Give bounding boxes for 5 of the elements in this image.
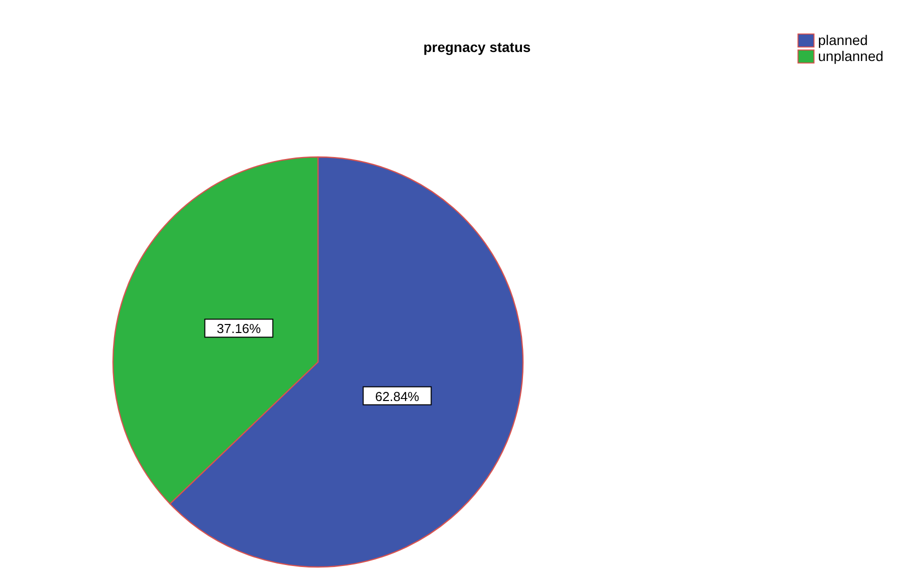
- data-label: 37.16%: [216, 321, 262, 336]
- data-label: 62.84%: [375, 388, 420, 404]
- legend-label: planned: [818, 32, 868, 48]
- chart-title: pregnacy status: [423, 39, 531, 55]
- legend-label: unplanned: [818, 48, 884, 64]
